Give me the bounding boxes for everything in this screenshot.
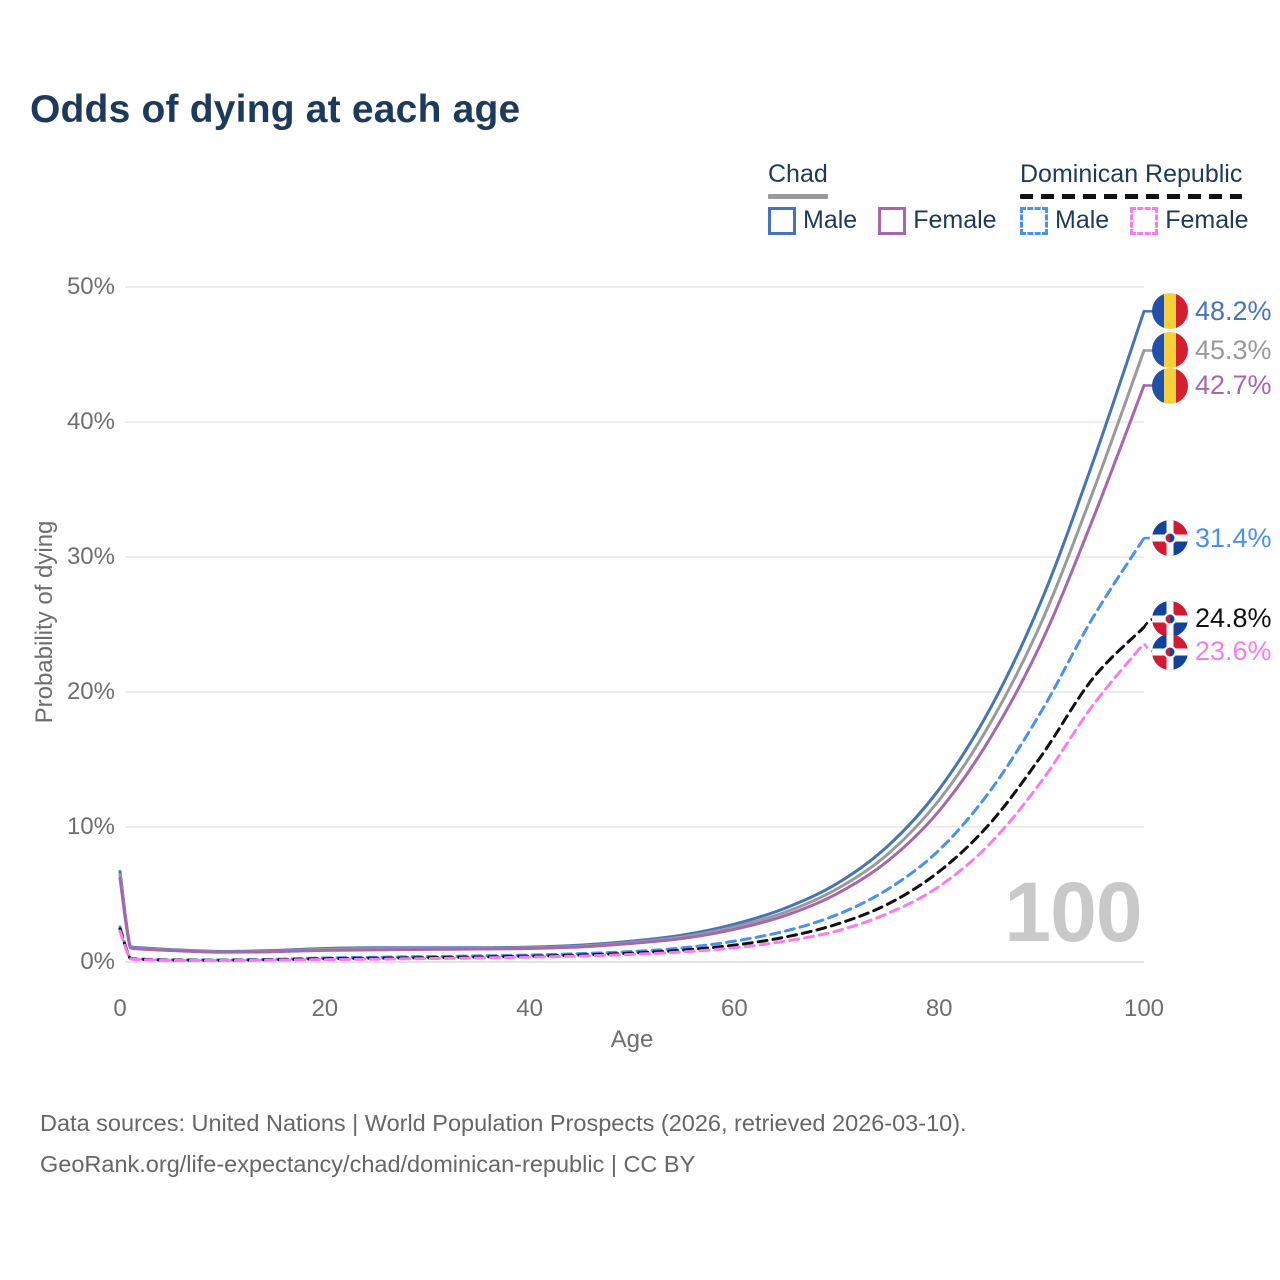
end-value: 31.4% bbox=[1195, 522, 1272, 553]
dominican-republic-flag-icon bbox=[1152, 600, 1188, 637]
legend-group-chad: Chad Male Female bbox=[768, 160, 997, 235]
dr-female-swatch-icon bbox=[1130, 206, 1159, 235]
chad-flag-icon bbox=[1152, 367, 1188, 404]
y-tick-label: 10% bbox=[66, 813, 115, 840]
end-value: 42.7% bbox=[1195, 370, 1272, 401]
end-value: 45.3% bbox=[1195, 334, 1272, 365]
legend-item-dr-male[interactable]: Male bbox=[1020, 206, 1109, 235]
age-counter-watermark: 100 bbox=[1004, 865, 1142, 959]
end-label-dr-all: 24.8% bbox=[1152, 600, 1272, 638]
data-source-note: Data sources: United Nations | World Pop… bbox=[40, 1103, 967, 1185]
x-tick-label: 20 bbox=[311, 995, 339, 1022]
legend-country-label: Chad bbox=[768, 160, 828, 188]
end-label-chad-all: 45.3% bbox=[1152, 331, 1272, 369]
chad-line-style-swatch bbox=[768, 194, 828, 199]
legend-item-chad-female[interactable]: Female bbox=[878, 206, 997, 235]
y-tick-label: 50% bbox=[66, 273, 115, 300]
y-tick-label: 40% bbox=[66, 408, 115, 435]
legend-item-label: Female bbox=[913, 206, 997, 234]
x-tick-label: 60 bbox=[721, 995, 748, 1022]
x-axis-title: Age bbox=[610, 1026, 654, 1053]
end-value: 24.8% bbox=[1195, 603, 1272, 634]
legend-item-label: Male bbox=[1055, 206, 1110, 234]
page-title: Odds of dying at each age bbox=[30, 88, 521, 131]
x-tick-label: 100 bbox=[1123, 995, 1165, 1022]
dominican-republic-line-style-swatch bbox=[1020, 194, 1243, 199]
legend-item-dr-female[interactable]: Female bbox=[1130, 206, 1249, 235]
legend-country-chad: Chad bbox=[768, 160, 828, 199]
y-tick-label: 0% bbox=[80, 948, 115, 975]
end-label-chad-female: 42.7% bbox=[1152, 367, 1272, 405]
y-tick-label: 20% bbox=[66, 678, 115, 705]
chad-flag-icon bbox=[1152, 293, 1188, 330]
legend-country-dominican-republic: Dominican Republic bbox=[1020, 160, 1243, 199]
legend-item-label: Female bbox=[1165, 206, 1249, 234]
x-tick-label: 80 bbox=[925, 995, 953, 1022]
chad-female-swatch-icon bbox=[878, 206, 907, 235]
x-tick-label: 40 bbox=[516, 995, 543, 1022]
y-tick-label: 30% bbox=[66, 543, 115, 570]
chad-male-swatch-icon bbox=[768, 206, 796, 235]
legend-item-label: Male bbox=[803, 206, 858, 234]
end-value: 48.2% bbox=[1195, 295, 1272, 326]
attribution-line: GeoRank.org/life-expectancy/chad/dominic… bbox=[40, 1151, 696, 1177]
end-value: 23.6% bbox=[1195, 636, 1272, 667]
source-line: Data sources: United Nations | World Pop… bbox=[40, 1110, 967, 1136]
end-label-dr-female: 23.6% bbox=[1152, 633, 1272, 671]
legend-country-label: Dominican Republic bbox=[1020, 160, 1243, 188]
legend-group-dominican-republic: Dominican Republic Male Female bbox=[1020, 160, 1249, 235]
dr-male-swatch-icon bbox=[1020, 206, 1048, 235]
chad-flag-icon bbox=[1152, 332, 1188, 369]
x-tick-label: 0 bbox=[113, 995, 127, 1022]
end-label-dr-male: 31.4% bbox=[1152, 519, 1272, 557]
dominican-republic-flag-icon bbox=[1152, 633, 1188, 670]
dominican-republic-flag-icon bbox=[1152, 520, 1188, 557]
end-label-chad-male: 48.2% bbox=[1152, 292, 1272, 330]
legend-item-chad-male[interactable]: Male bbox=[768, 206, 857, 235]
